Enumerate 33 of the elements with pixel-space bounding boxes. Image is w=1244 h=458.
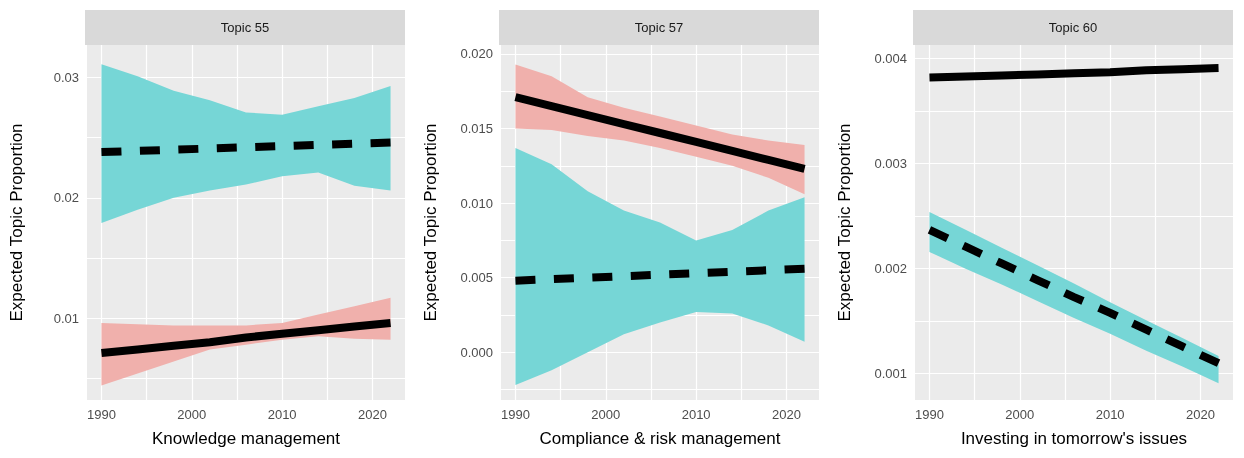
x-tick-label: 2020 [772,407,801,422]
x-tick-label: 1990 [500,407,530,422]
chart-title: Topic 55 [220,20,270,35]
y-tick-label: 0.000 [460,344,493,360]
x-axis-title: Compliance & risk management [539,429,781,448]
x-tick-label: 2010 [1095,407,1125,422]
chart-title: Topic 57 [634,20,684,35]
y-axis-title: Expected Topic Proportion [835,123,854,322]
x-tick-label: 2000 [591,407,621,422]
y-tick-label: 0.005 [460,270,493,286]
y-axis-title: Expected Topic Proportion [421,123,440,322]
y-tick-label: 0.015 [460,121,493,137]
y-tick-label: 0.01 [53,310,79,326]
chart-title: Topic 60 [1048,20,1098,35]
x-axis-title: Investing in tomorrow's issues [960,429,1188,448]
x-tick-label: 2000 [1005,407,1035,422]
y-tick-label: 0.03 [53,69,79,85]
x-tick-label: 2020 [1186,407,1215,422]
y-tick-label: 0.010 [460,195,493,211]
y-tick-label: 0.020 [460,46,493,62]
y-tick-label: 0.002 [874,261,907,277]
x-tick-label: 2000 [177,407,207,422]
y-tick-label: 0.003 [874,156,907,172]
y-tick-label: 0.001 [874,366,907,382]
x-tick-label: 2010 [681,407,711,422]
y-axis-title: Expected Topic Proportion [7,123,26,322]
x-tick-label: 2010 [267,407,297,422]
x-axis-title: Knowledge management [151,429,341,448]
x-tick-label: 2020 [358,407,387,422]
y-tick-label: 0.004 [874,51,907,67]
y-tick-label: 0.02 [53,190,79,206]
x-tick-label: 1990 [914,407,944,422]
x-tick-label: 1990 [86,407,116,422]
